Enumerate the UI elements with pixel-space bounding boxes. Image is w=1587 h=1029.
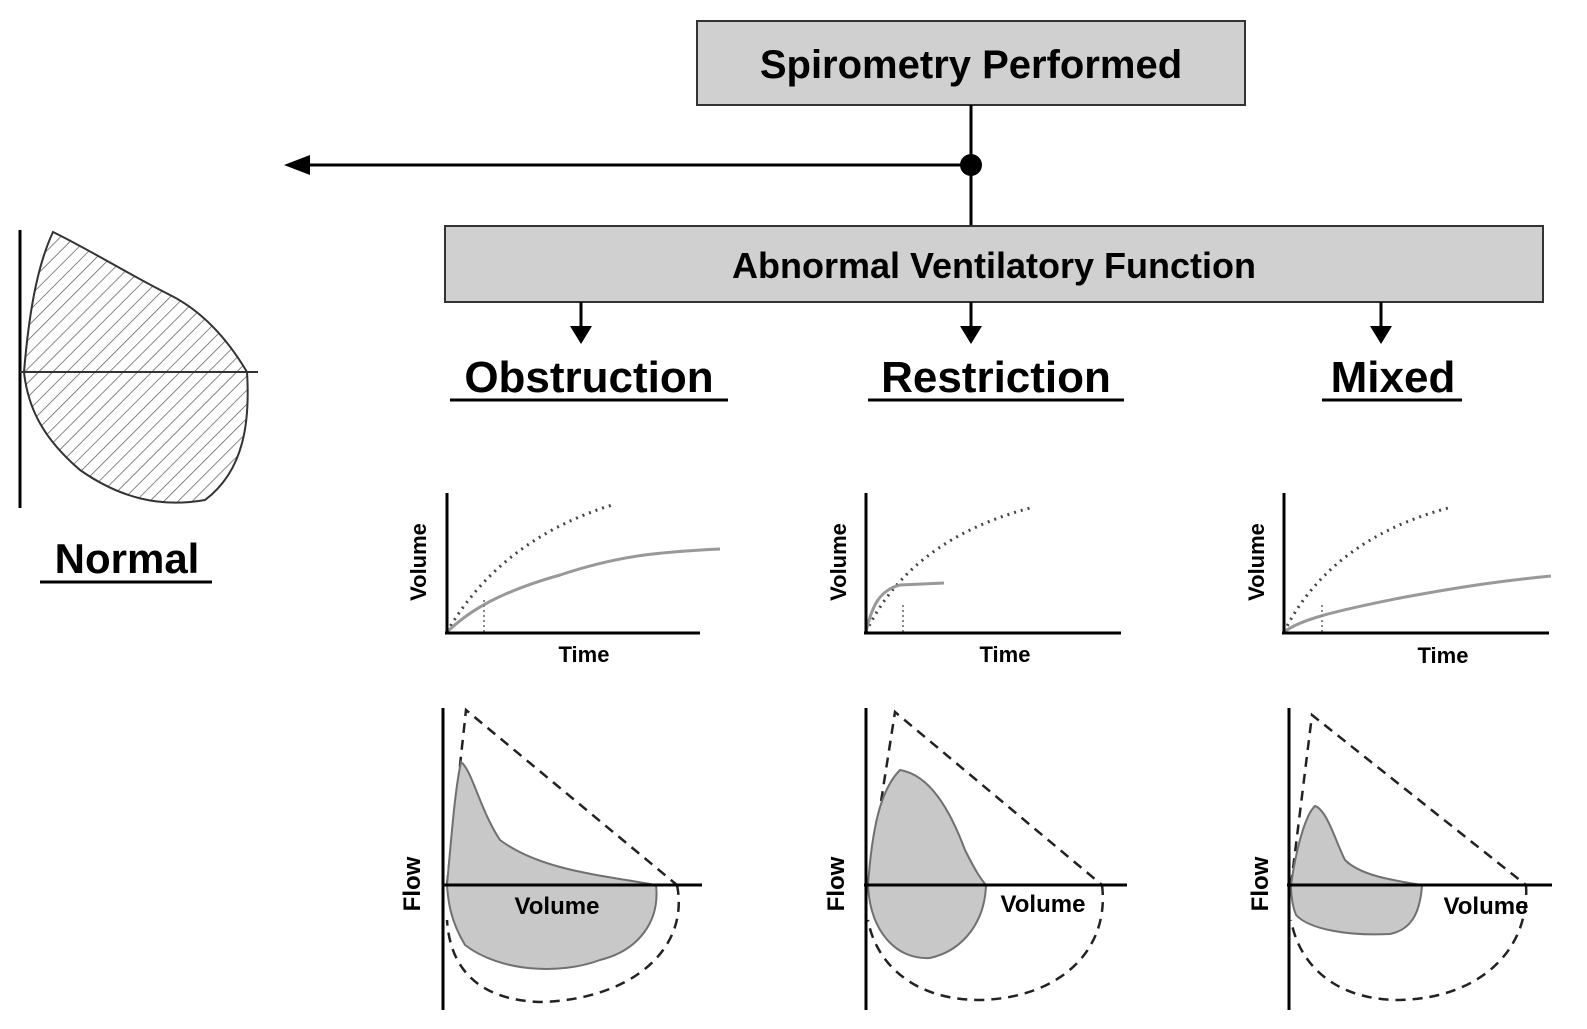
abnormal-ventilatory-function-label: Abnormal Ventilatory Function <box>732 245 1256 286</box>
obstruction-volume-time-chart: Time Volume <box>406 493 721 667</box>
mixed-fv-normal-inspiratory <box>1289 884 1528 1002</box>
abnormal-ventilatory-function-box: Abnormal Ventilatory Function <box>444 225 1544 303</box>
mixed-label: Mixed <box>1331 353 1456 402</box>
normal-label: Normal <box>55 535 200 582</box>
flow-connectors <box>284 105 982 226</box>
restriction-arrowhead <box>960 326 982 344</box>
restriction-vt-xlabel: Time <box>980 642 1031 667</box>
mixed-vt-normal-curve <box>1282 506 1449 633</box>
normal-flow-volume-loop: Normal <box>18 230 258 584</box>
mixed-vt-ylabel: Volume <box>1244 523 1269 601</box>
restriction-flow-volume-chart: Volume Flow <box>823 708 1127 1010</box>
restriction-fv-patient-loop <box>866 768 988 960</box>
restriction-vt-normal-curve <box>864 506 1031 633</box>
obstruction-flow-volume-chart: Volume Flow <box>399 707 702 1010</box>
obstruction-vt-patient-curve <box>445 547 721 634</box>
obstruction-fv-normal-inspiratory <box>445 884 680 1004</box>
restriction-vt-patient-curve <box>864 581 945 633</box>
mixed-fv-normal-expiratory <box>1289 712 1527 886</box>
restriction-fv-xlabel: Volume <box>1001 891 1086 918</box>
obstruction-fv-patient-loop <box>445 760 658 970</box>
obstruction-label: Obstruction <box>464 353 713 402</box>
mixed-volume-time-chart: Time Volume <box>1244 493 1552 668</box>
restriction-label: Restriction <box>881 353 1111 402</box>
mixed-arrowhead <box>1370 326 1392 344</box>
mixed-vt-xlabel: Time <box>1418 643 1469 668</box>
restriction-vt-ylabel: Volume <box>826 523 851 601</box>
obstruction-vt-xlabel: Time <box>559 642 610 667</box>
restriction-fv-ylabel: Flow <box>823 856 850 911</box>
category-arrows <box>570 302 1392 344</box>
category-labels: Obstruction Restriction Mixed <box>450 353 1462 402</box>
mixed-vt-patient-curve <box>1283 574 1552 634</box>
spirometry-performed-box: Spirometry Performed <box>696 20 1246 106</box>
restriction-fv-normal-inspiratory <box>866 884 1105 1002</box>
normal-arrowhead <box>284 155 310 175</box>
obstruction-vt-ylabel: Volume <box>406 523 431 601</box>
restriction-volume-time-chart: Time Volume <box>826 493 1121 667</box>
obstruction-fv-xlabel: Volume <box>515 893 600 920</box>
obstruction-arrowhead <box>570 326 592 344</box>
mixed-fv-ylabel: Flow <box>1247 856 1274 911</box>
mixed-flow-volume-chart: Volume Flow <box>1247 708 1552 1010</box>
spirometry-performed-label: Spirometry Performed <box>760 43 1182 87</box>
normal-loop-shape <box>22 230 249 504</box>
mixed-fv-patient-loop <box>1289 804 1424 936</box>
obstruction-fv-ylabel: Flow <box>399 856 426 911</box>
mixed-fv-xlabel: Volume <box>1444 893 1529 920</box>
